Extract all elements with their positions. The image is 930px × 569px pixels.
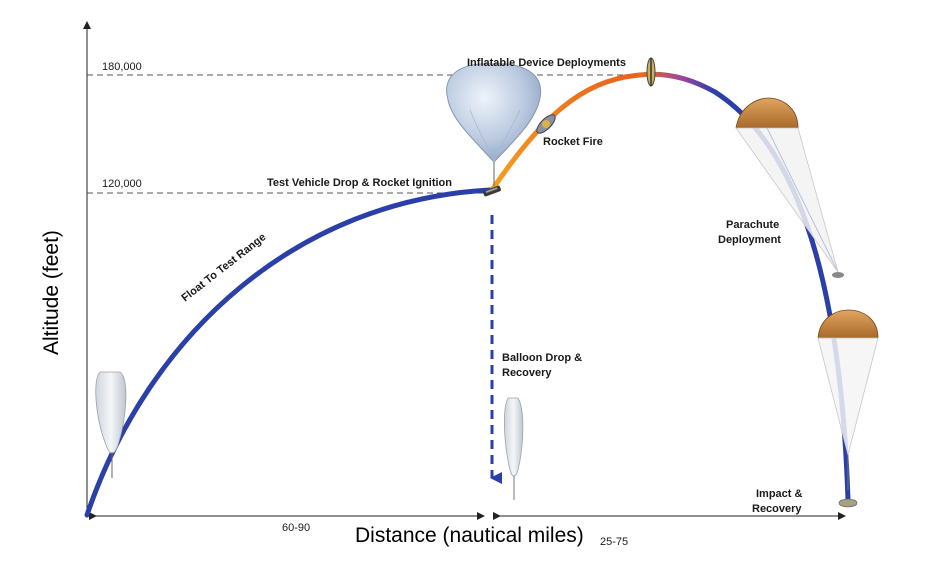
rocket-path xyxy=(489,72,643,193)
altitude-label-180000: 180,000 xyxy=(102,61,142,73)
impact-label-line1: Impact & xyxy=(756,488,803,500)
impact-label-line2: Recovery xyxy=(752,503,802,515)
vehicle-icon xyxy=(483,185,501,197)
parachute-icon xyxy=(817,309,879,508)
altitude-label-120000: 120,000 xyxy=(102,178,142,190)
y-axis-title: Altitude (feet) xyxy=(40,230,63,355)
inflatable-label: Inflatable Device Deployments xyxy=(467,57,626,69)
parachute-label-line1: Parachute xyxy=(726,219,779,231)
distance-label-2: 25-75 xyxy=(600,536,628,548)
vehicle-icon xyxy=(646,57,656,87)
parachute-label-line2: Deployment xyxy=(718,234,781,246)
rocket-fire-label: Rocket Fire xyxy=(543,136,603,148)
distance-label-1: 60-90 xyxy=(282,522,310,534)
balloon-icon xyxy=(95,371,127,478)
balloon-drop-label-line1: Balloon Drop & xyxy=(502,352,582,364)
float-label: Float To Test Range xyxy=(179,231,268,304)
balloon-icon xyxy=(503,397,524,500)
float-path xyxy=(84,187,493,518)
balloon-drop-label-line2: Recovery xyxy=(502,367,552,379)
x-axis-title: Distance (nautical miles) xyxy=(355,524,584,547)
large-balloon-icon xyxy=(446,63,542,186)
parachute-icon xyxy=(735,97,844,278)
vehicle-icon xyxy=(536,114,556,134)
drop-label: Test Vehicle Drop & Rocket Ignition xyxy=(267,177,452,189)
